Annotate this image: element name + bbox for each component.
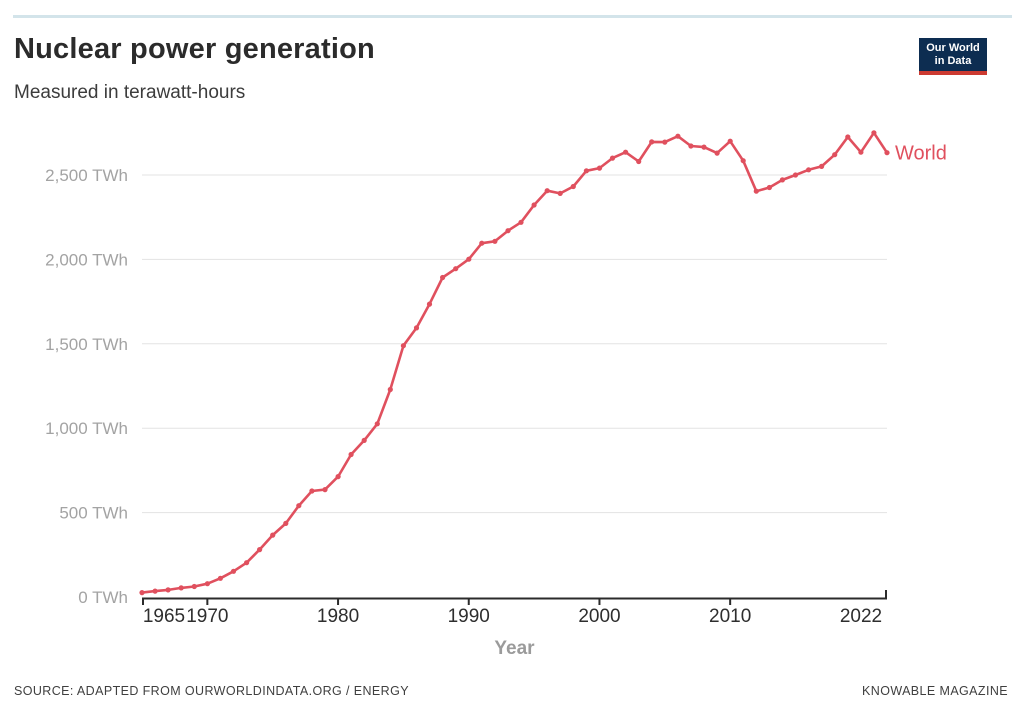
data-point <box>270 532 276 538</box>
data-point <box>322 487 328 493</box>
data-point <box>609 155 616 161</box>
y-axis-tick-label: 2,000 TWh <box>45 250 128 269</box>
our-world-in-data-logo: Our World in Data <box>919 38 987 75</box>
world-line <box>140 131 889 594</box>
data-point <box>244 560 250 566</box>
data-point <box>806 167 812 173</box>
data-point <box>413 325 420 331</box>
data-point <box>453 266 459 272</box>
x-axis-tick-label: 1965 <box>143 606 185 627</box>
data-point <box>492 238 498 244</box>
data-point <box>583 168 590 174</box>
data-point <box>165 587 171 593</box>
data-point <box>440 274 446 281</box>
x-axis-tick-label: 2000 <box>578 606 620 627</box>
data-point <box>675 133 681 139</box>
data-point <box>257 547 263 553</box>
data-point <box>152 588 158 594</box>
data-point <box>884 150 890 156</box>
data-point <box>845 134 851 140</box>
data-point <box>217 575 223 581</box>
data-point <box>753 188 759 194</box>
x-axis-tick-label: 1990 <box>448 606 490 627</box>
data-point <box>779 177 786 183</box>
y-axis-tick-label: 1,000 TWh <box>45 419 128 438</box>
source-note: SOURCE: ADAPTED FROM OURWORLDINDATA.ORG … <box>14 684 409 698</box>
data-point <box>518 219 524 225</box>
data-point <box>819 163 825 169</box>
data-point <box>374 421 380 427</box>
data-point <box>727 138 733 144</box>
logo-red-bar <box>919 71 987 75</box>
data-point <box>858 149 864 155</box>
data-point <box>204 581 210 587</box>
data-point <box>688 143 694 149</box>
data-point <box>335 474 341 480</box>
data-point <box>387 386 393 393</box>
data-point <box>544 188 550 194</box>
data-point <box>283 520 289 527</box>
data-point <box>649 139 655 145</box>
series-label-world: World <box>895 143 947 165</box>
data-point <box>714 150 720 156</box>
data-point <box>766 184 773 191</box>
data-point <box>662 139 668 145</box>
data-point <box>309 488 315 494</box>
data-point <box>348 451 354 458</box>
data-point <box>178 585 184 591</box>
data-point <box>296 503 302 509</box>
data-point <box>400 343 406 349</box>
data-point <box>570 183 576 190</box>
data-point <box>623 149 629 155</box>
y-axis-tick-label: 0 TWh <box>78 588 128 607</box>
x-axis-title: Year <box>494 638 535 659</box>
x-axis-tick-label: 1980 <box>317 606 359 627</box>
data-point <box>361 437 367 443</box>
logo-line-1: Our World <box>926 42 980 54</box>
accent-rule <box>13 15 1012 18</box>
y-axis-tick-label: 500 TWh <box>59 504 128 523</box>
credit: KNOWABLE MAGAZINE <box>862 684 1008 698</box>
data-point <box>466 256 472 262</box>
x-axis-tick-label: 1970 <box>186 606 228 627</box>
data-point <box>871 130 877 136</box>
data-point <box>191 583 197 590</box>
data-point <box>139 590 145 596</box>
x-axis-tick-label: 2010 <box>709 606 751 627</box>
data-point <box>557 190 563 196</box>
data-point <box>479 240 485 246</box>
logo-text: Our World in Data <box>919 38 987 71</box>
data-point <box>832 152 838 158</box>
x-axis-tick-label: 2022 <box>840 606 882 627</box>
data-point <box>426 301 433 307</box>
data-point <box>505 228 511 234</box>
data-point <box>531 202 537 208</box>
data-point <box>636 158 642 165</box>
data-point <box>701 144 707 150</box>
data-point <box>792 172 799 178</box>
data-point <box>230 568 237 574</box>
y-axis-tick-label: 1,500 TWh <box>45 335 128 354</box>
data-point <box>596 165 603 171</box>
logo-line-2: in Data <box>934 55 972 67</box>
chart-title: Nuclear power generation <box>14 33 375 65</box>
chart-subtitle: Measured in terawatt-hours <box>14 82 246 103</box>
y-axis-tick-label: 2,500 TWh <box>45 166 128 185</box>
data-point <box>740 158 746 164</box>
